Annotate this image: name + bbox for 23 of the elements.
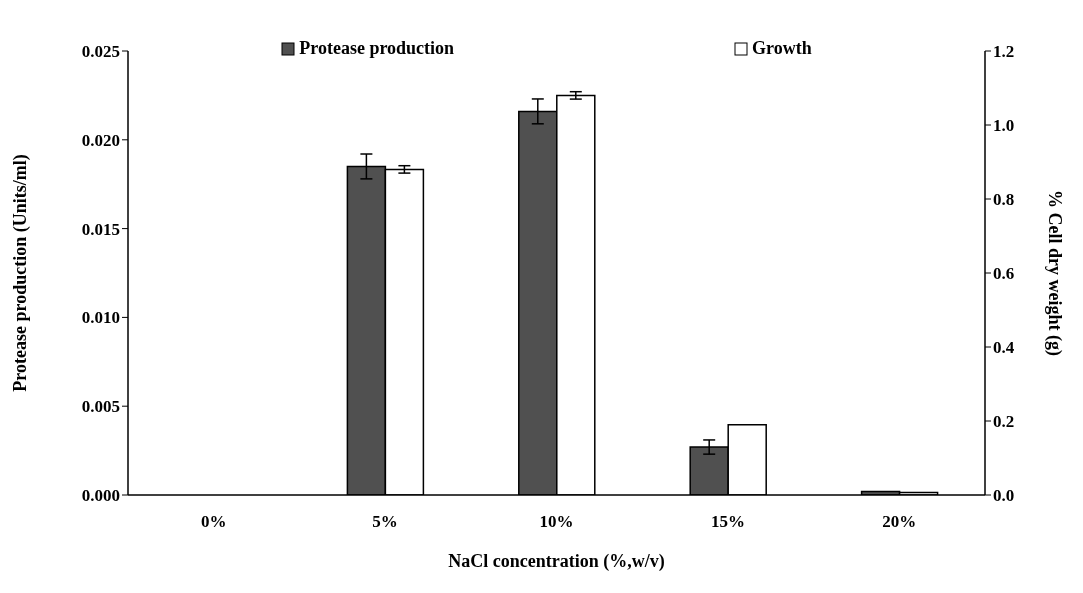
y2-tick-label: 0.6	[993, 264, 1015, 284]
legend-label: Protease production	[298, 38, 455, 59]
x-tick-label: 0%	[200, 512, 227, 532]
x-tick-label: 5%	[372, 512, 398, 532]
y2-tick-label: 0.8	[993, 190, 1015, 210]
x-tick-label: 10%	[539, 512, 574, 532]
y2-tick-label: 0.4	[993, 338, 1015, 358]
y-tick-label: 0.005	[81, 397, 120, 417]
y-tick-label: 0.020	[81, 130, 120, 150]
legend-label: Growth	[751, 38, 812, 59]
x-axis-title: NaCl concentration (%,w/v)	[448, 551, 665, 572]
y-axis-title: Protease production (Units/ml)	[10, 154, 32, 392]
y2-tick-label: 1.0	[993, 116, 1015, 136]
y-tick-label: 0.015	[81, 219, 120, 239]
y-tick-label: 0.000	[81, 486, 120, 506]
x-tick-label: 15%	[710, 512, 745, 532]
y2-tick-label: 1.2	[993, 42, 1015, 62]
y2-tick-label: 0.2	[993, 412, 1015, 432]
y2-axis-title: % Cell dry weight (g)	[1043, 190, 1065, 356]
y2-tick-label: 0.0	[993, 486, 1015, 506]
y-tick-label: 0.010	[81, 308, 120, 328]
y-tick-label: 0.025	[81, 42, 120, 62]
x-tick-label: 20%	[882, 512, 917, 532]
